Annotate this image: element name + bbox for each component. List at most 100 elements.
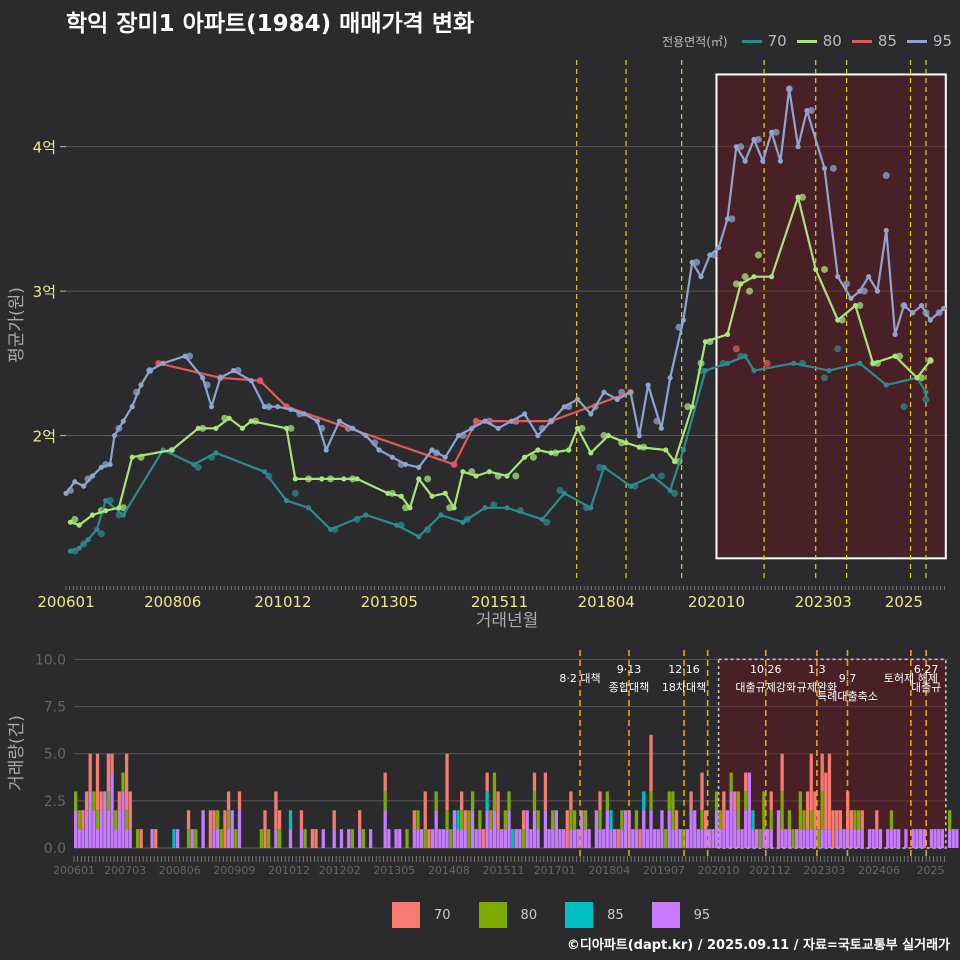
data-point-80 bbox=[732, 280, 740, 288]
bar-segment-95 bbox=[627, 810, 631, 848]
line-vertex-80 bbox=[129, 454, 135, 460]
bottom-x-tick-label: 202010 bbox=[698, 864, 740, 877]
line-vertex-95 bbox=[760, 158, 766, 164]
bar-segment-95 bbox=[623, 810, 628, 848]
bar-segment-95 bbox=[689, 810, 693, 848]
bar-segment-70 bbox=[481, 829, 486, 848]
top-x-tick-label: 201804 bbox=[578, 593, 635, 611]
bar-segment-80 bbox=[809, 810, 813, 830]
data-point-95 bbox=[829, 164, 837, 172]
line-vertex-70 bbox=[504, 505, 510, 511]
bar-segment-80 bbox=[416, 810, 420, 830]
line-vertex-95 bbox=[98, 464, 104, 470]
bar-legend-item-85: 85 bbox=[565, 902, 624, 928]
bar-segment-95 bbox=[784, 829, 788, 848]
bar-segment-95 bbox=[765, 829, 770, 848]
bar-segment-95 bbox=[561, 829, 566, 848]
bar-segment-70 bbox=[674, 810, 679, 830]
bar-segment-85 bbox=[485, 791, 489, 811]
line-vertex-80 bbox=[522, 454, 528, 460]
bar-segment-95 bbox=[809, 829, 813, 848]
bar-segment-95 bbox=[547, 829, 551, 848]
line-vertex-95 bbox=[927, 317, 933, 323]
line-vertex-80 bbox=[385, 490, 391, 496]
legend-swatch-95 bbox=[906, 39, 927, 43]
data-point-70 bbox=[657, 472, 665, 480]
bar-segment-80 bbox=[405, 829, 409, 848]
bar-segment-95 bbox=[878, 829, 883, 848]
line-vertex-95 bbox=[574, 396, 581, 403]
bar-segment-95 bbox=[518, 829, 522, 848]
bar-segment-70 bbox=[88, 753, 92, 792]
bar-segment-80 bbox=[106, 791, 111, 811]
bar-segment-95 bbox=[667, 810, 671, 848]
bar-segment-70 bbox=[838, 810, 843, 830]
bar-segment-95 bbox=[572, 829, 577, 848]
bottom-x-tick-label: 201305 bbox=[373, 864, 415, 877]
bar-segment-95 bbox=[496, 829, 500, 848]
line-vertex-95 bbox=[389, 454, 395, 460]
bar-segment-95 bbox=[441, 829, 446, 848]
line-vertex-70 bbox=[539, 516, 545, 522]
bar-segment-80 bbox=[219, 829, 223, 848]
line-vertex-70 bbox=[76, 545, 82, 551]
data-point-95 bbox=[693, 258, 701, 266]
line-vertex-95 bbox=[350, 425, 356, 431]
line-vertex-80 bbox=[416, 476, 422, 482]
bar-segment-70 bbox=[237, 791, 242, 811]
bar-segment-70 bbox=[106, 753, 111, 792]
bar-segment-95 bbox=[580, 810, 584, 848]
bar-segment-95 bbox=[744, 810, 748, 848]
line-vertex-95 bbox=[147, 367, 153, 374]
bar-segment-95 bbox=[871, 829, 875, 848]
bar-segment-70 bbox=[649, 734, 653, 792]
bar-segment-95 bbox=[216, 829, 220, 848]
bar-legend-swatch-95 bbox=[651, 902, 680, 928]
policy-annotation: 9·7 bbox=[839, 672, 857, 685]
line-vertex-80 bbox=[341, 476, 347, 482]
bottom-x-tick-label: 200806 bbox=[159, 864, 201, 877]
bottom-x-tick-label: 201408 bbox=[428, 864, 470, 877]
bar-segment-95 bbox=[886, 829, 890, 848]
top-x-tick-label: 202303 bbox=[795, 593, 852, 611]
data-point-80 bbox=[287, 424, 295, 432]
line-vertex-95 bbox=[733, 144, 739, 150]
bar-segment-70 bbox=[616, 829, 620, 848]
bar-segment-95 bbox=[860, 829, 864, 848]
bar-segment-80 bbox=[449, 829, 453, 848]
bar-segment-70 bbox=[445, 753, 449, 811]
bar-segment-70 bbox=[427, 829, 431, 848]
bar-segment-95 bbox=[237, 810, 242, 848]
line-vertex-80 bbox=[914, 375, 920, 381]
line-vertex-80 bbox=[566, 447, 572, 453]
line-vertex-80 bbox=[429, 493, 435, 499]
line-vertex-95 bbox=[120, 418, 126, 424]
bar-segment-80 bbox=[816, 829, 821, 848]
bar-segment-70 bbox=[226, 791, 231, 811]
line-vertex-95 bbox=[275, 404, 281, 410]
bar-segment-95 bbox=[656, 829, 660, 848]
bar-segment-70 bbox=[314, 829, 318, 848]
bar-segment-95 bbox=[602, 829, 606, 848]
line-vertex-95 bbox=[698, 274, 704, 280]
line-vertex-80 bbox=[195, 425, 201, 431]
bar-segment-80 bbox=[762, 791, 766, 830]
bar-segment-95 bbox=[463, 829, 467, 848]
bar-segment-80 bbox=[856, 810, 861, 830]
bar-segment-80 bbox=[798, 791, 802, 830]
page-title: 학익 장미1 아파트(1984) 매매가격 변화 bbox=[66, 11, 475, 37]
bar-segment-95 bbox=[904, 829, 908, 848]
bar-segment-70 bbox=[598, 791, 602, 811]
bar-segment-95 bbox=[529, 829, 533, 848]
bar-segment-80 bbox=[729, 772, 733, 792]
policy-annotation: 8·2 대책 bbox=[559, 672, 600, 685]
top-x-tick-label: 200601 bbox=[37, 593, 94, 611]
bar-segment-95 bbox=[583, 829, 588, 848]
legend-item-85: 85 bbox=[851, 32, 897, 50]
bar-segment-80 bbox=[572, 810, 577, 830]
bar-segment-95 bbox=[438, 829, 442, 848]
bar-segment-70 bbox=[274, 791, 278, 830]
bar-segment-80 bbox=[492, 772, 497, 811]
bar-segment-70 bbox=[223, 810, 227, 848]
bar-segment-95 bbox=[412, 829, 416, 848]
